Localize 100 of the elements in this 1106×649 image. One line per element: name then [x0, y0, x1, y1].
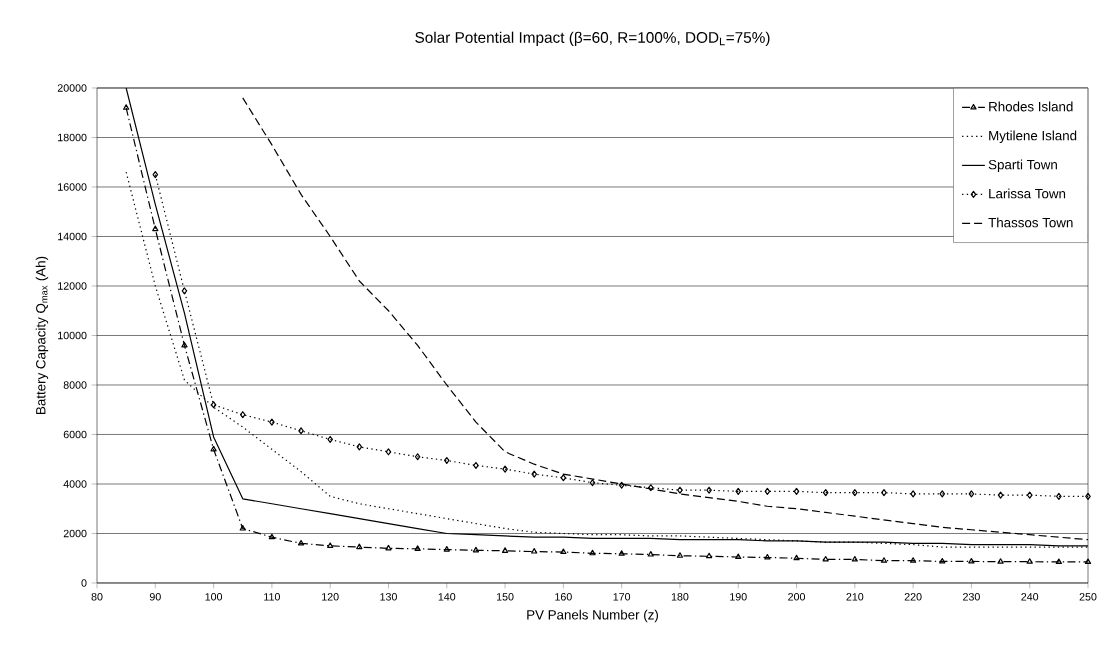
- x-tick-label: 210: [846, 593, 864, 601]
- y-tick-label: 10000: [58, 331, 87, 340]
- point: [997, 558, 1004, 564]
- point: [910, 490, 916, 498]
- point: [764, 553, 771, 560]
- x-tick-label: 200: [788, 593, 806, 601]
- point: [1026, 491, 1033, 499]
- point: [297, 539, 305, 546]
- point: [1055, 558, 1062, 565]
- x-tick-label: 140: [438, 593, 456, 601]
- point: [181, 341, 188, 348]
- legend-label: Mytilene Island: [989, 130, 1077, 144]
- point: [705, 552, 713, 559]
- x-tick-label: 100: [205, 593, 223, 601]
- point: [881, 489, 887, 497]
- point: [385, 544, 392, 551]
- point: [677, 486, 683, 494]
- point: [239, 411, 246, 419]
- point: [851, 555, 858, 562]
- x-tick-label: 180: [671, 593, 689, 601]
- point: [1085, 492, 1091, 500]
- point: [764, 487, 771, 495]
- point: [939, 557, 946, 564]
- x-tick-label: 160: [555, 593, 572, 601]
- point: [356, 543, 363, 550]
- point: [822, 555, 829, 562]
- point: [968, 557, 975, 564]
- x-tick-label: 220: [904, 593, 922, 601]
- point: [239, 525, 246, 531]
- x-tick-label: 90: [149, 593, 161, 601]
- point: [648, 484, 654, 492]
- point: [822, 489, 829, 497]
- x-tick-label: 250: [1079, 593, 1097, 601]
- point: [414, 453, 421, 461]
- chart-title: Solar Potential Impact (β=60, R=100%, DOD$_{L}$=75%): [415, 31, 770, 46]
- point: [735, 553, 742, 560]
- point: [618, 481, 625, 489]
- x-tick-label: 230: [963, 593, 980, 601]
- point: [327, 435, 333, 443]
- x-tick-label: 110: [264, 593, 280, 601]
- point: [502, 465, 508, 473]
- point: [414, 545, 421, 551]
- point: [269, 418, 275, 426]
- x-tick-label: 80: [91, 593, 103, 601]
- point: [327, 542, 334, 548]
- y-tick-label: 14000: [58, 232, 87, 241]
- y-tick-label: 2000: [63, 529, 87, 538]
- y-tick-label: 12000: [58, 282, 87, 290]
- x-tick-label: 120: [322, 593, 339, 601]
- legend-label: Sparti Town: [988, 159, 1057, 172]
- point: [793, 554, 800, 561]
- x-tick-label: 190: [730, 593, 747, 601]
- legend-label: Rhodes Island: [989, 101, 1073, 112]
- point: [560, 474, 567, 482]
- point: [356, 443, 363, 451]
- point: [647, 550, 654, 557]
- point: [939, 490, 946, 498]
- point: [852, 489, 858, 497]
- point: [618, 550, 625, 556]
- y-tick-label: 4000: [63, 480, 87, 488]
- x-axis-title: PV Panels Number (z): [527, 609, 658, 623]
- legend-label: Larissa Town: [989, 188, 1066, 199]
- x-tick-label: 150: [496, 593, 514, 601]
- point: [152, 225, 159, 232]
- point: [560, 548, 567, 555]
- point: [793, 487, 800, 495]
- y-tick-label: 20000: [57, 84, 87, 92]
- legend-label: Thassos Town: [988, 217, 1073, 228]
- point: [443, 456, 450, 465]
- x-tick-label: 130: [380, 593, 397, 601]
- y-axis-title: Battery Capacity Q$_{max}$ (Ah): [35, 256, 49, 414]
- point: [706, 486, 712, 494]
- point: [268, 533, 276, 540]
- point: [676, 552, 684, 558]
- point: [997, 491, 1004, 499]
- y-tick-label: 0: [81, 579, 87, 587]
- point: [210, 445, 217, 452]
- point: [501, 547, 509, 553]
- point: [1026, 558, 1033, 564]
- point: [1084, 558, 1092, 565]
- point: [968, 490, 975, 498]
- point: [473, 461, 479, 469]
- point: [531, 470, 538, 478]
- point: [210, 401, 217, 409]
- point: [1056, 492, 1062, 500]
- point: [909, 557, 917, 563]
- y-tick-label: 8000: [63, 381, 87, 389]
- point: [880, 557, 888, 563]
- point: [181, 287, 188, 295]
- point: [123, 104, 130, 110]
- y-tick-label: 16000: [58, 183, 87, 191]
- y-tick-label: 6000: [63, 430, 87, 439]
- point: [589, 479, 596, 487]
- point: [531, 548, 538, 554]
- point: [298, 427, 304, 435]
- y-tick-label: 18000: [58, 133, 87, 142]
- x-tick-label: 240: [1021, 593, 1039, 601]
- point: [735, 487, 742, 495]
- x-tick-label: 170: [613, 593, 631, 601]
- point: [152, 171, 159, 179]
